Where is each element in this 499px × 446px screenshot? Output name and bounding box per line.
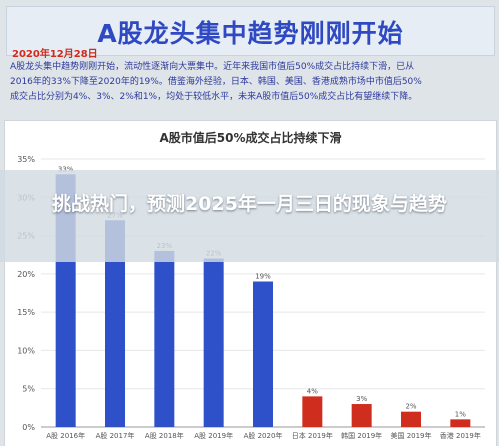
- data-label: 19%: [255, 273, 271, 281]
- overlay-title: 挑战热门，预测2025年一月三日的现象与趋势: [52, 193, 447, 215]
- x-tick-label: 美国 2019年: [390, 431, 431, 440]
- x-tick-label: A股 2016年: [46, 431, 85, 440]
- data-label: 33%: [58, 165, 74, 173]
- bar: [105, 220, 125, 427]
- chart-title: A股市值后50%成交占比持续下滑: [159, 131, 342, 145]
- x-tick-label: A股 2017年: [96, 431, 135, 440]
- y-tick-label: 0%: [22, 423, 35, 432]
- y-tick-label: 20%: [17, 270, 35, 279]
- intro-paragraph: A股龙头集中趋势刚刚开始，流动性逐渐向大票集中。近年来我国市值后50%成交占比持…: [10, 60, 490, 118]
- bar: [302, 396, 323, 427]
- y-tick-label: 5%: [22, 385, 35, 394]
- bar: [203, 258, 224, 427]
- y-tick-label: 15%: [17, 308, 35, 317]
- bar: [154, 250, 175, 427]
- banner-title: A股龙头集中趋势刚刚开始: [97, 19, 404, 48]
- bar: [401, 411, 421, 427]
- chart-card: A股市值后50%成交占比持续下滑 0%5%10%15%20%25%30%35%3…: [4, 120, 497, 446]
- header-banner: A股龙头集中趋势刚刚开始: [6, 6, 495, 56]
- overlay-banner: 挑战热门，预测2025年一月三日的现象与趋势: [0, 170, 499, 262]
- y-tick-label: 10%: [17, 346, 35, 355]
- intro-line: 2016年的33%下降至2020年的19%。借鉴海外经验，日本、韩国、美国、香港…: [10, 77, 422, 87]
- x-tick-label: 香港 2019年: [440, 431, 481, 440]
- y-tick-label: 35%: [17, 155, 35, 164]
- data-label: 1%: [455, 410, 466, 418]
- report-date: 2020年12月28日: [12, 49, 98, 60]
- bar: [351, 404, 372, 427]
- x-tick-label: A股 2018年: [145, 431, 184, 440]
- data-label: 4%: [307, 387, 318, 395]
- x-tick-label: A股 2020年: [244, 431, 283, 440]
- bar-chart: 0%5%10%15%20%25%30%35%33%A股 2016年27%A股 2…: [17, 155, 485, 440]
- data-label: 2%: [405, 403, 416, 411]
- bar: [450, 419, 471, 427]
- intro-line: A股龙头集中趋势刚刚开始，流动性逐渐向大票集中。近年来我国市值后50%成交占比持…: [10, 62, 415, 72]
- intro-line: 成交占比分别为4%、3%、2%和1%，均处于较低水平，未来A股市值后50%成交占…: [10, 92, 418, 102]
- x-tick-label: 日本 2019年: [292, 431, 333, 440]
- bar: [253, 281, 273, 427]
- x-tick-label: 韩国 2019年: [341, 431, 382, 440]
- x-tick-label: A股 2019年: [194, 431, 233, 440]
- data-label: 3%: [356, 395, 367, 403]
